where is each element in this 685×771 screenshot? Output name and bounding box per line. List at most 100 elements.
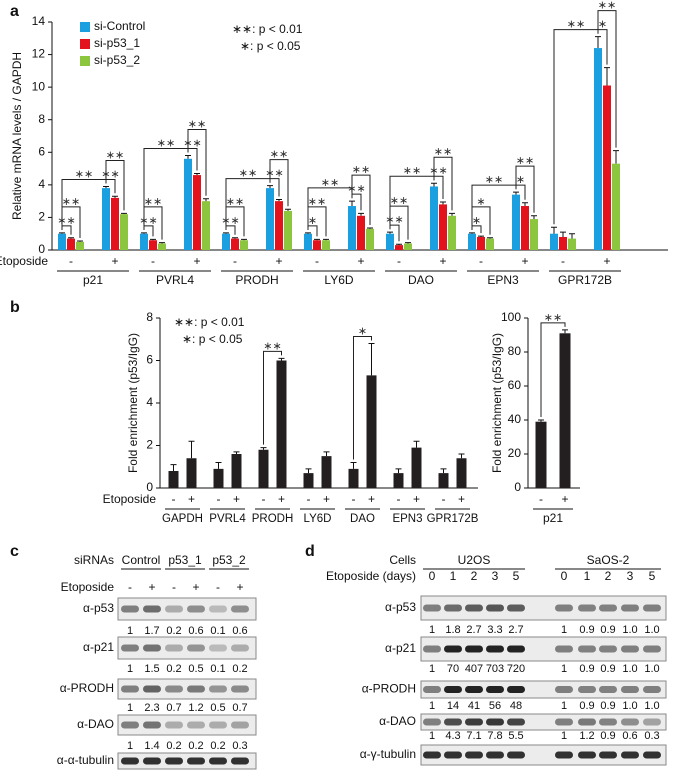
quantification: 1.0 [644,624,659,636]
significance-bracket [471,184,517,230]
category-label: + [603,254,610,268]
y-tick-label: 0 [146,480,153,494]
error-bar [405,242,411,244]
significance-key: ∗: p < 0.05 [182,332,243,346]
bar [456,458,467,488]
category-label: - [479,254,483,268]
significance-label: ∗ [472,215,481,227]
category-label: + [278,492,285,506]
quantification: 1 [561,730,567,742]
band [643,645,661,653]
band [165,605,183,613]
category-label: - [315,254,319,268]
bar [202,201,210,250]
blot-strip [420,680,667,699]
bar [266,188,274,250]
quantification: 0.2 [210,740,225,752]
group-header: p53_1 [168,553,202,567]
band [599,718,617,726]
treatment-label: Etoposide (days) [326,569,416,583]
significance-label: ∗∗ [265,168,283,180]
error-bar [367,227,373,229]
y-tick-label: 6 [38,144,45,158]
y-tick-label: 10 [32,79,46,93]
error-bar [387,231,393,234]
band [599,686,617,693]
error-bar [513,191,519,195]
quantification: 48 [510,700,522,712]
band [643,686,661,693]
significance-label: ∗ [516,174,525,186]
treatment: - [216,580,220,594]
bar [366,375,377,488]
significance-label: ∗∗ [183,137,201,149]
error-bar [368,343,375,376]
band [121,605,139,613]
significance-bracket [553,29,599,225]
category-label: + [188,492,195,506]
band [555,604,573,612]
bar [530,219,538,250]
error-bar [278,357,285,361]
quantification: 0.9 [600,700,615,712]
quantification: 2.3 [144,702,159,714]
band [486,718,504,726]
bar [395,245,403,250]
treatment: 2 [471,569,478,583]
band [507,604,525,612]
error-bar [350,462,357,469]
category-label: - [397,492,401,506]
legend-label: si-Control [94,19,145,33]
band [143,644,161,652]
quantification: 0.1 [210,663,225,675]
group-label: EPN3 [392,513,422,525]
error-bar [449,212,455,216]
band [621,686,639,693]
band [187,757,205,765]
band [423,645,441,653]
band [643,718,661,726]
bar [348,468,359,488]
significance-label: ∗∗ [144,196,162,208]
quantification: 1 [127,702,133,714]
significance-label: ∗∗ [385,214,403,226]
error-bar [150,238,156,241]
y-tick-label: 20 [508,446,522,460]
error-bar [112,195,118,198]
quantification: 70 [447,663,459,675]
group-label: PVRL4 [156,273,194,287]
treatment: + [148,580,155,594]
error-bar [188,440,195,459]
error-bar [560,231,566,237]
error-bar [431,182,437,187]
band [465,751,483,759]
band [507,645,525,653]
band [165,644,183,652]
error-bar [538,419,544,422]
band [578,718,596,726]
band [599,751,617,759]
error-bar [68,237,74,239]
error-bar [232,237,238,239]
error-bar [276,199,282,202]
bar [213,468,224,488]
blot-strip [117,597,257,621]
treatment: 2 [605,569,612,583]
quantification: 5.5 [508,730,523,742]
category-label: + [368,492,375,506]
antibody-label: α-p53 [385,600,416,614]
quantification: 56 [489,700,501,712]
bar [76,241,84,250]
error-bar [413,440,420,448]
bar [67,238,75,250]
quantification: 1.8 [445,624,460,636]
band [444,718,462,726]
bar [568,238,576,250]
band [555,751,573,759]
legend-swatch [80,39,90,49]
quantification: 7.1 [466,730,481,742]
bar [284,210,292,250]
quantification: 1 [429,730,435,742]
quantification: 1 [127,625,133,637]
error-bar [478,235,484,237]
